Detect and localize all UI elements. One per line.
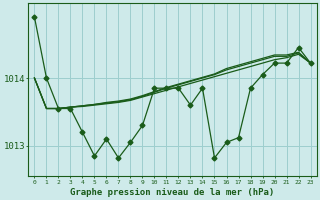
X-axis label: Graphe pression niveau de la mer (hPa): Graphe pression niveau de la mer (hPa) bbox=[70, 188, 275, 197]
